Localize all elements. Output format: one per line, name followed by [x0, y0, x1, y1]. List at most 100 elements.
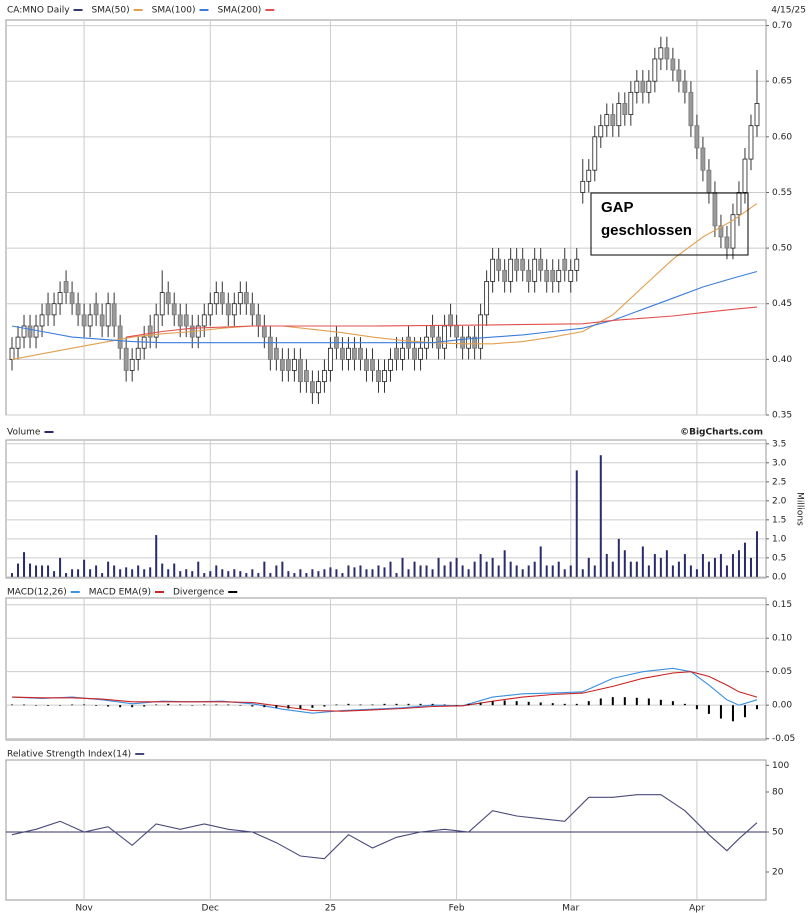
candle-body [610, 114, 616, 127]
volume-bar [641, 546, 644, 577]
line [11, 667, 758, 714]
y-tick-label: 0.65 [772, 77, 792, 87]
y-tick-label: 0.15 [772, 600, 792, 610]
candle-body [183, 314, 189, 327]
candle-body [520, 258, 526, 271]
volume-bar [551, 565, 554, 577]
y-tick-label: -0.05 [772, 734, 795, 744]
candle-body [484, 281, 490, 316]
candle-body [622, 103, 628, 115]
candle-body [231, 303, 237, 316]
candle-body [93, 303, 99, 316]
y-tick-label: 80 [772, 788, 784, 798]
candle-body [358, 347, 363, 360]
candle-body [63, 281, 69, 294]
divergence-bar [467, 703, 470, 706]
candle-body [57, 292, 63, 305]
candle-body [430, 325, 435, 338]
candle-body [364, 358, 369, 371]
volume-bar [437, 557, 440, 577]
divergence-bar [359, 704, 362, 706]
candle-body [646, 80, 652, 93]
candle-body [213, 292, 219, 305]
volume-bar [167, 569, 170, 577]
volume-bar [113, 565, 116, 577]
volume-bar [227, 571, 230, 577]
y-tick-label: 1.5 [772, 515, 786, 525]
volume-bar [347, 565, 350, 577]
volume-bar [737, 550, 740, 577]
volume-bar [629, 561, 632, 577]
divergence-bar [251, 705, 254, 707]
candle-body [201, 314, 207, 327]
legend-label: Volume [7, 428, 41, 438]
divergence-bar [575, 703, 578, 706]
volume-bar [95, 565, 98, 577]
candle-body [9, 347, 15, 360]
y-axis-label: Millions [795, 492, 805, 526]
annotation: geschlossen [601, 222, 692, 239]
divergence-bar [203, 704, 206, 706]
candle-body [568, 269, 574, 282]
candle-body [267, 336, 273, 360]
line [11, 794, 758, 860]
divergence-bar [671, 701, 674, 706]
legend-label: Relative Strength Index(14) [7, 750, 131, 760]
candle-body [279, 358, 285, 371]
divergence-bar [647, 698, 650, 706]
volume-bar [83, 559, 86, 577]
candle-body [652, 58, 658, 82]
volume-bar [173, 563, 176, 577]
volume-bar [617, 538, 620, 577]
y-tick-label: 0.00 [772, 701, 792, 711]
line [126, 306, 758, 338]
volume-bar [581, 569, 584, 577]
volume-bar [635, 561, 638, 577]
y-tick-label: 0.70 [772, 21, 792, 31]
candle-body [285, 358, 291, 371]
volume-bar [383, 567, 386, 577]
volume-bar [119, 569, 122, 577]
divergence-bar [611, 697, 614, 706]
x-tick-label: 25 [325, 904, 336, 913]
volume-bar [449, 561, 452, 577]
candle-body [442, 325, 447, 349]
volume-bar [377, 565, 380, 577]
volume-bar [521, 569, 524, 577]
divergence-bar [443, 704, 446, 706]
volume-bar [323, 569, 326, 577]
volume-bar [11, 573, 14, 577]
candle-body [225, 303, 231, 316]
volume-bar [155, 535, 158, 577]
volume-bar [569, 565, 572, 577]
volume-bar [479, 554, 482, 577]
divergence-bar [11, 704, 14, 706]
divergence-bar [215, 704, 218, 706]
candle-body [159, 292, 165, 316]
candle-body [322, 370, 327, 383]
candle-body [21, 325, 27, 338]
candle-body [592, 136, 598, 171]
volume-bar [461, 565, 464, 577]
divergence-bar [23, 704, 26, 706]
candle-body [207, 303, 213, 316]
candle-body [316, 381, 321, 394]
legend-label: SMA(50) [92, 6, 130, 16]
volume-bar [755, 531, 758, 577]
candle-body [346, 347, 351, 360]
candle-body [328, 347, 333, 371]
candle-body [496, 258, 502, 271]
volume-bar [287, 571, 290, 577]
volume-bar [365, 569, 368, 577]
volume-bar [455, 557, 458, 577]
volume-bar [239, 571, 242, 577]
volume-bar [23, 552, 26, 577]
divergence-bar [551, 703, 554, 706]
line [11, 671, 758, 712]
volume-bar [71, 569, 74, 577]
date-label: 4/15/25 [771, 6, 806, 16]
candle-body [75, 303, 81, 316]
candle-body [45, 303, 51, 316]
candle-body [700, 147, 706, 171]
divergence-bar [299, 705, 302, 709]
